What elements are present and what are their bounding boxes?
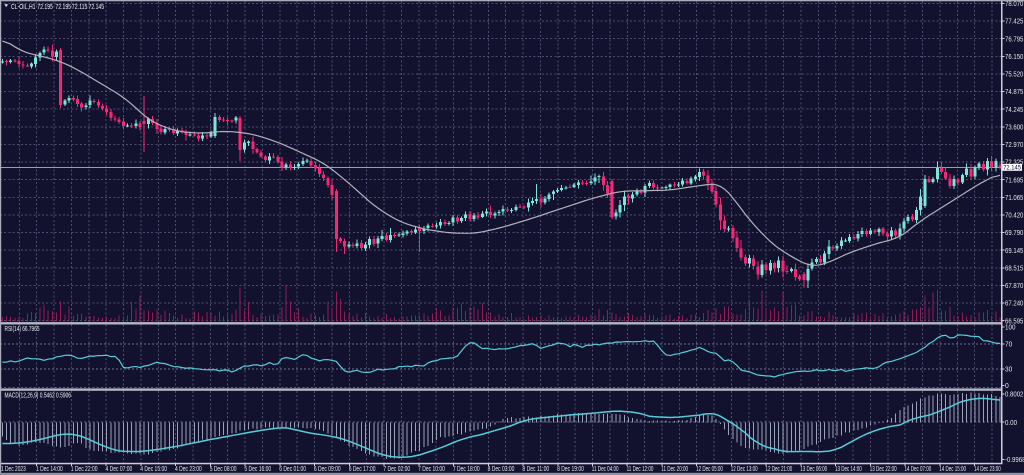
svg-text:MACD(12,26,9) 0.5462 0.5906: MACD(12,26,9) 0.5462 0.5906: [5, 393, 72, 400]
svg-text:8 Dec 19:00: 8 Dec 19:00: [557, 466, 584, 473]
svg-text:8 Dec 03:00: 8 Dec 03:00: [488, 466, 515, 473]
svg-text:4 Dec 15:00: 4 Dec 15:00: [140, 466, 167, 473]
svg-text:11 Dec 04:00: 11 Dec 04:00: [592, 466, 619, 473]
svg-text:12 Dec 21:00: 12 Dec 21:00: [766, 466, 793, 473]
svg-text:70.420: 70.420: [1005, 213, 1023, 220]
svg-text:11 Dec 20:00: 11 Dec 20:00: [661, 466, 688, 473]
svg-text:69.790: 69.790: [1005, 230, 1023, 237]
svg-text:5 Dec 16:00: 5 Dec 16:00: [244, 466, 271, 473]
svg-text:72.145: 72.145: [89, 4, 105, 11]
svg-text:7 Dec 18:00: 7 Dec 18:00: [453, 466, 480, 473]
svg-text:4 Dec 07:00: 4 Dec 07:00: [106, 466, 133, 473]
svg-text:66.595: 66.595: [1005, 318, 1023, 325]
svg-text:12 Dec 05:00: 12 Dec 05:00: [696, 466, 723, 473]
svg-text:72.115: 72.115: [72, 4, 88, 11]
svg-text:67.240: 67.240: [1005, 301, 1023, 308]
svg-text:12 Dec 13:00: 12 Dec 13:00: [731, 466, 758, 473]
svg-text:74.245: 74.245: [1005, 107, 1023, 114]
svg-text:78.070: 78.070: [1005, 1, 1023, 8]
svg-text:6 Dec 09:00: 6 Dec 09:00: [314, 466, 341, 473]
svg-text:8 Dec 11:00: 8 Dec 11:00: [522, 466, 549, 473]
svg-text:30: 30: [1005, 367, 1012, 374]
svg-text:67.870: 67.870: [1005, 283, 1023, 290]
svg-text:72.145: 72.145: [1003, 165, 1021, 172]
svg-text:RSI(14) 66.7965: RSI(14) 66.7965: [5, 326, 40, 333]
svg-text:73.600: 73.600: [1005, 124, 1023, 131]
svg-text:CL-OIL,H1: CL-OIL,H1: [11, 4, 36, 11]
svg-text:0: 0: [1005, 383, 1009, 390]
svg-text:100: 100: [1005, 325, 1016, 332]
svg-text:7 Dec 10:00: 7 Dec 10:00: [418, 466, 445, 473]
svg-text:76.150: 76.150: [1005, 54, 1023, 61]
svg-text:14 Dec 07:00: 14 Dec 07:00: [905, 466, 932, 473]
svg-text:72.195: 72.195: [37, 4, 53, 11]
svg-text:74.875: 74.875: [1005, 89, 1023, 96]
svg-text:6 Dec 01:00: 6 Dec 01:00: [279, 466, 306, 473]
svg-text:4 Dec 23:00: 4 Dec 23:00: [175, 466, 202, 473]
svg-text:13 Dec 22:00: 13 Dec 22:00: [870, 466, 897, 473]
svg-text:75.520: 75.520: [1005, 72, 1023, 79]
svg-text:71.065: 71.065: [1005, 195, 1023, 202]
svg-text:70: 70: [1005, 341, 1012, 348]
svg-text:76.795: 76.795: [1005, 36, 1023, 43]
svg-text:72.970: 72.970: [1005, 142, 1023, 149]
svg-text:13 Dec 06:00: 13 Dec 06:00: [800, 466, 827, 473]
svg-text:0.00: 0.00: [1005, 420, 1017, 427]
svg-text:77.425: 77.425: [1005, 19, 1023, 26]
svg-text:14 Dec 15:00: 14 Dec 15:00: [939, 466, 966, 473]
svg-text:0.8002: 0.8002: [1005, 392, 1023, 399]
svg-text:1 Dec 22:00: 1 Dec 22:00: [71, 466, 98, 473]
svg-text:1 Dec 2023: 1 Dec 2023: [1, 466, 26, 473]
svg-text:72.195: 72.195: [55, 4, 71, 11]
svg-text:1 Dec 14:00: 1 Dec 14:00: [36, 466, 63, 473]
svg-text:14 Dec 23:00: 14 Dec 23:00: [974, 466, 1001, 473]
svg-text:6 Dec 17:00: 6 Dec 17:00: [349, 466, 376, 473]
svg-text:13 Dec 14:00: 13 Dec 14:00: [835, 466, 862, 473]
svg-text:68.515: 68.515: [1005, 265, 1023, 272]
svg-text:5 Dec 08:00: 5 Dec 08:00: [210, 466, 237, 473]
svg-text:11 Dec 12:00: 11 Dec 12:00: [627, 466, 654, 473]
svg-text:-0.9968: -0.9968: [1005, 457, 1024, 464]
svg-text:71.695: 71.695: [1005, 177, 1023, 184]
svg-text:72.325: 72.325: [1005, 160, 1023, 167]
svg-text:69.145: 69.145: [1005, 248, 1023, 255]
svg-text:7 Dec 02:00: 7 Dec 02:00: [383, 466, 410, 473]
